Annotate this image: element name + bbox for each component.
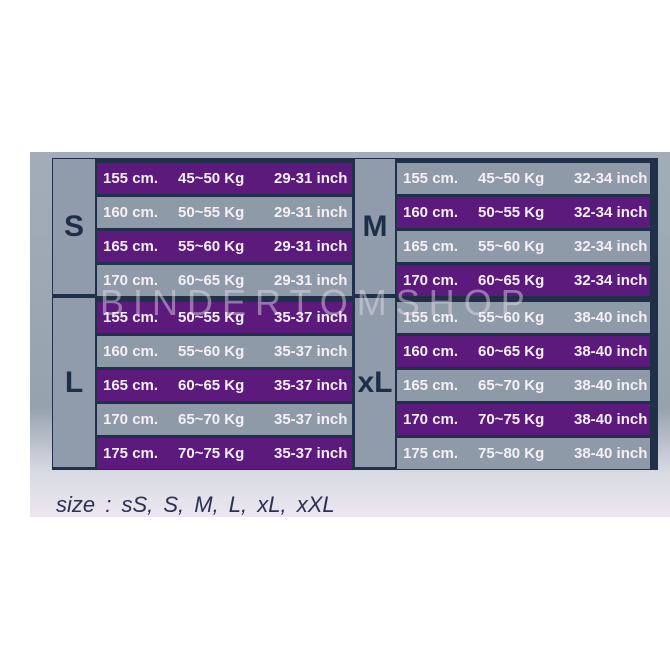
size-caption: size : sS, S, M, L, xL, xXL: [56, 492, 335, 517]
size-chart-table: S 155 cm. 45~50 Kg 29-31 inch 160 cm. 50~55 K…: [52, 158, 658, 470]
weight-cell: 55~60 Kg: [478, 309, 545, 326]
size-label-s: S: [53, 159, 95, 294]
height-cell: 170 cm.: [103, 411, 159, 428]
size-row: 165 cm. 55~60 Kg 29-31 inch: [97, 231, 352, 262]
weight-cell: 60~65 Kg: [178, 272, 245, 289]
size-row: 170 cm. 65~70 Kg 35-37 inch: [97, 404, 352, 435]
chest-cell: 35-37 inch: [274, 411, 348, 428]
height-cell: 155 cm.: [103, 309, 159, 326]
chest-cell: 32-34 inch: [574, 170, 648, 187]
chest-cell: 35-37 inch: [274, 445, 348, 462]
height-cell: 170 cm.: [403, 272, 459, 289]
height-cell: 155 cm.: [103, 170, 159, 187]
weight-cell: 60~65 Kg: [178, 377, 245, 394]
chest-cell: 29-31 inch: [274, 170, 348, 187]
weight-cell: 55~60 Kg: [478, 238, 545, 255]
size-row: 175 cm. 70~75 Kg 35-37 inch: [97, 438, 352, 469]
chest-cell: 29-31 inch: [274, 204, 348, 221]
height-cell: 175 cm.: [103, 445, 159, 462]
weight-cell: 45~50 Kg: [178, 170, 245, 187]
weight-cell: 55~60 Kg: [178, 238, 245, 255]
height-cell: 165 cm.: [403, 377, 459, 394]
size-row: 170 cm. 60~65 Kg 32-34 inch: [397, 265, 650, 296]
size-label-l: L: [53, 298, 95, 467]
height-cell: 160 cm.: [403, 204, 459, 221]
height-cell: 155 cm.: [403, 170, 459, 187]
size-row: 160 cm. 50~55 Kg 29-31 inch: [97, 197, 352, 228]
chest-cell: 38-40 inch: [574, 343, 648, 360]
size-label-xl: xL: [355, 298, 395, 467]
size-row: 165 cm. 65~70 Kg 38-40 inch: [397, 370, 650, 401]
size-label-m: M: [355, 159, 395, 294]
chest-cell: 38-40 inch: [574, 377, 648, 394]
height-cell: 165 cm.: [103, 238, 159, 255]
weight-cell: 75~80 Kg: [478, 445, 545, 462]
chest-cell: 29-31 inch: [274, 272, 348, 289]
chest-cell: 32-34 inch: [574, 204, 648, 221]
height-cell: 160 cm.: [103, 204, 159, 221]
size-row: 165 cm. 55~60 Kg 32-34 inch: [397, 231, 650, 262]
weight-cell: 70~75 Kg: [178, 445, 245, 462]
weight-cell: 50~55 Kg: [178, 204, 245, 221]
size-row: 165 cm. 60~65 Kg 35-37 inch: [97, 370, 352, 401]
size-row: 170 cm. 60~65 Kg 29-31 inch: [97, 265, 352, 296]
size-row: 160 cm. 60~65 Kg 38-40 inch: [397, 336, 650, 367]
chest-cell: 32-34 inch: [574, 272, 648, 289]
weight-cell: 65~70 Kg: [178, 411, 245, 428]
size-row: 155 cm. 45~50 Kg 29-31 inch: [97, 163, 352, 194]
height-cell: 170 cm.: [103, 272, 159, 289]
chest-cell: 35-37 inch: [274, 377, 348, 394]
weight-cell: 50~55 Kg: [478, 204, 545, 221]
height-cell: 160 cm.: [403, 343, 459, 360]
chest-cell: 38-40 inch: [574, 309, 648, 326]
weight-cell: 55~60 Kg: [178, 343, 245, 360]
height-cell: 165 cm.: [103, 377, 159, 394]
weight-cell: 60~65 Kg: [478, 272, 545, 289]
chest-cell: 38-40 inch: [574, 445, 648, 462]
height-cell: 170 cm.: [403, 411, 459, 428]
size-row: 155 cm. 55~60 Kg 38-40 inch: [397, 302, 650, 333]
weight-cell: 70~75 Kg: [478, 411, 545, 428]
weight-cell: 60~65 Kg: [478, 343, 545, 360]
size-row: 160 cm. 55~60 Kg 35-37 inch: [97, 336, 352, 367]
height-cell: 160 cm.: [103, 343, 159, 360]
size-row: 170 cm. 70~75 Kg 38-40 inch: [397, 404, 650, 435]
chest-cell: 35-37 inch: [274, 343, 348, 360]
height-cell: 165 cm.: [403, 238, 459, 255]
chest-cell: 38-40 inch: [574, 411, 648, 428]
weight-cell: 45~50 Kg: [478, 170, 545, 187]
chest-cell: 32-34 inch: [574, 238, 648, 255]
height-cell: 155 cm.: [403, 309, 459, 326]
size-row: 175 cm. 75~80 Kg 38-40 inch: [397, 438, 650, 469]
weight-cell: 65~70 Kg: [478, 377, 545, 394]
chest-cell: 35-37 inch: [274, 309, 348, 326]
size-row: 155 cm. 45~50 Kg 32-34 inch: [397, 163, 650, 194]
chest-cell: 29-31 inch: [274, 238, 348, 255]
size-row: 160 cm. 50~55 Kg 32-34 inch: [397, 197, 650, 228]
size-row: 155 cm. 50~55 Kg 35-37 inch: [97, 302, 352, 333]
weight-cell: 50~55 Kg: [178, 309, 245, 326]
height-cell: 175 cm.: [403, 445, 459, 462]
